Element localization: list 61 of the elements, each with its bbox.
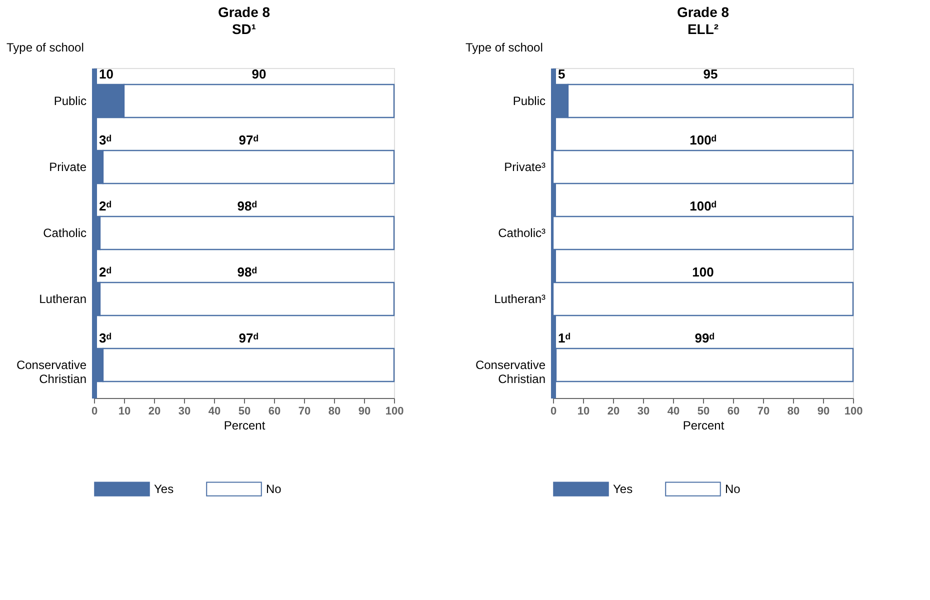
- legend-label: Yes: [154, 482, 174, 496]
- chart-title: Grade 8: [676, 4, 730, 20]
- y-tick-label: Lutheran³: [494, 292, 546, 306]
- y-tick-label: Public: [54, 94, 86, 108]
- y-tick-label: Public: [512, 94, 546, 108]
- x-tick-label: 0: [91, 406, 98, 418]
- chart-subtitle: ELL²: [687, 21, 719, 37]
- data-label: 100ᵈ: [690, 132, 716, 148]
- x-axis-title: Percent: [224, 418, 266, 432]
- x-tick-label: 70: [757, 406, 770, 418]
- x-tick-label: 80: [328, 406, 341, 418]
- chart-subtitle: SD¹: [232, 21, 256, 37]
- x-tick-label: 20: [148, 406, 161, 418]
- y-tick-label: Conservative Christian: [475, 358, 546, 386]
- data-label: 97ᵈ: [238, 132, 258, 148]
- y-tick-label: Catholic³: [498, 226, 546, 240]
- x-tick-label: 70: [298, 406, 311, 418]
- data-label: 100: [692, 264, 714, 280]
- x-tick-label: 40: [208, 406, 221, 418]
- data-label: 2ᵈ: [99, 264, 112, 280]
- x-tick-label: 20: [607, 406, 620, 418]
- y-axis-title: Type of school: [6, 40, 84, 54]
- chart-title: Grade 8: [218, 4, 270, 20]
- data-label: 98ᵈ: [237, 198, 257, 214]
- data-label: 10: [99, 66, 114, 82]
- legend-label: Yes: [613, 482, 633, 496]
- x-tick-label: 90: [817, 406, 830, 418]
- x-tick-label: 80: [787, 406, 800, 418]
- data-label: 2ᵈ: [99, 198, 112, 214]
- legend-label: No: [266, 482, 282, 496]
- data-label: 5: [558, 66, 566, 82]
- x-tick-label: 100: [385, 406, 404, 418]
- x-tick-label: 90: [358, 406, 371, 418]
- x-tick-label: 60: [268, 406, 281, 418]
- x-tick-label: 50: [697, 406, 710, 418]
- y-tick-label: Private: [49, 160, 87, 174]
- x-tick-label: 60: [727, 406, 740, 418]
- data-label: 95: [703, 66, 718, 82]
- x-tick-label: 50: [238, 406, 251, 418]
- x-tick-label: 10: [577, 406, 590, 418]
- x-tick-label: 30: [637, 406, 650, 418]
- x-tick-label: 40: [667, 406, 680, 418]
- x-axis-title: Percent: [682, 418, 725, 432]
- data-label: 90: [252, 66, 266, 82]
- x-tick-label: 30: [178, 406, 191, 418]
- data-label: 98ᵈ: [237, 264, 257, 280]
- data-label: 99ᵈ: [694, 330, 714, 346]
- x-tick-label: 100: [844, 406, 863, 418]
- y-tick-label: Conservative Christian: [16, 358, 87, 386]
- x-tick-label: 10: [118, 406, 131, 418]
- x-tick-label: 0: [550, 406, 557, 418]
- y-tick-label: Lutheran: [39, 292, 86, 306]
- y-tick-label: Private³: [504, 160, 546, 174]
- y-axis-title: Type of school: [466, 40, 543, 54]
- y-tick-label: Catholic: [43, 226, 86, 240]
- data-label: 97ᵈ: [238, 330, 258, 346]
- data-label: 100ᵈ: [690, 198, 716, 214]
- data-label: 3ᵈ: [99, 132, 112, 148]
- legend-label: No: [725, 482, 741, 496]
- data-label: 1ᵈ: [558, 330, 570, 346]
- data-label: 3ᵈ: [99, 330, 112, 346]
